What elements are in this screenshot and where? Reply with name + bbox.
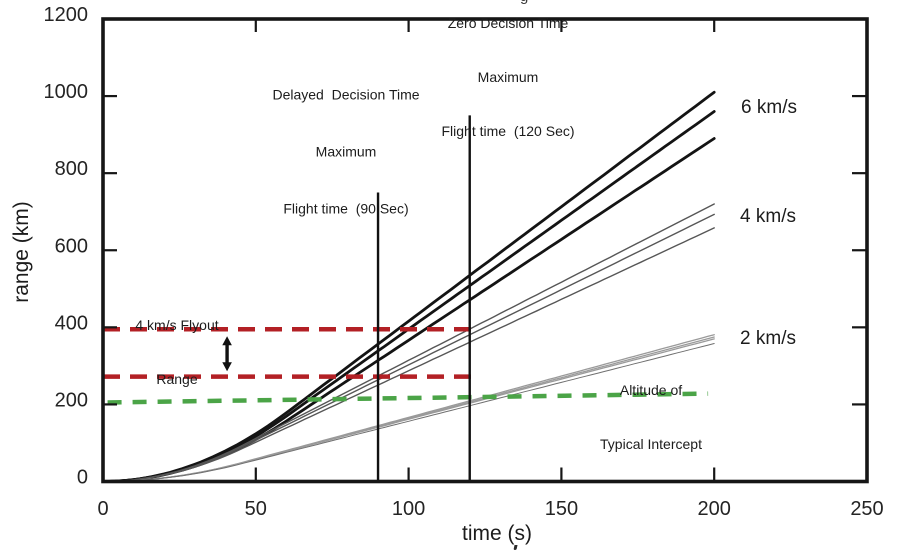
annotation-delayed-decision: Delayed Decision Time Maximum Flight tim…	[272, 48, 419, 257]
annotation-line: Flight time (90 Sec)	[283, 200, 409, 217]
annotation-line: Altitude of	[619, 382, 683, 398]
annotation-intercept-altitude: Altitude of Typical Intercept	[600, 345, 702, 489]
y-tick-label-600: 600	[55, 235, 88, 257]
y-tick-label-1200: 1200	[44, 4, 89, 26]
y-tick-label-1000: 1000	[44, 81, 89, 103]
annotation-line: Typical Intercept	[600, 436, 702, 452]
x-tick-label-50: 50	[245, 498, 267, 520]
annotation-flyout-range: 4 km/s Flyout Range	[135, 280, 218, 424]
curve-4kms-2	[102, 213, 715, 483]
x-tick-label-100: 100	[392, 498, 425, 520]
y-tick-label-200: 200	[55, 389, 88, 411]
intercept-altitude-line	[107, 391, 709, 405]
curve-4kms-3	[102, 227, 715, 483]
cropped-title-glyph: g	[520, 0, 536, 5]
curve-2kms-4	[102, 343, 715, 482]
annotation-line: Delayed Decision Time	[272, 86, 420, 103]
y-axis-title: range (km)	[10, 201, 33, 303]
annotation-line: Range	[156, 371, 198, 387]
cropped-title-fragment: g	[520, 0, 536, 6]
flyout-arrow-head-down	[222, 362, 232, 372]
annotation-zero-decision: Zero Decision Time Maximum Flight time (…	[441, 0, 574, 176]
annotation-line: 4 km/s Flyout	[135, 317, 219, 333]
annotation-line: Maximum	[477, 69, 539, 85]
x-tick-label-150: 150	[545, 498, 578, 520]
annotation-line: Maximum	[315, 143, 377, 160]
curve-4kms-1	[102, 203, 715, 483]
x-tick-label-0: 0	[97, 498, 108, 520]
annotation-line: Flight time (120 Sec)	[441, 123, 575, 139]
x-tick-label-200: 200	[698, 498, 731, 520]
y-tick-label-800: 800	[55, 158, 88, 180]
flyout-arrow-head-up	[222, 336, 232, 346]
x-tick-label-250: 250	[850, 498, 883, 520]
series-label-6kms: 6 km/s	[741, 97, 797, 118]
y-tick-label-400: 400	[55, 312, 88, 334]
x-axis-title: time (s)	[462, 522, 532, 545]
annotation-line: Zero Decision Time	[447, 15, 569, 31]
series-label-2kms: 2 km/s	[740, 328, 796, 349]
y-tick-label-0: 0	[77, 467, 88, 489]
series-label-4kms: 4 km/s	[740, 206, 796, 227]
